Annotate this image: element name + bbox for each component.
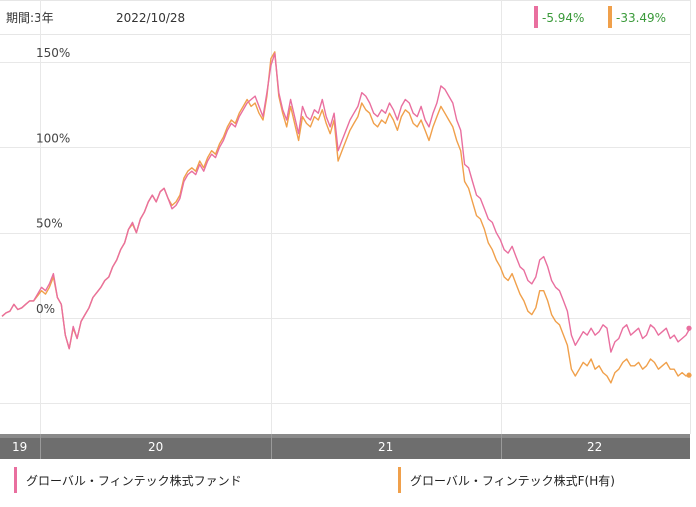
y-tick-label: 150% xyxy=(36,46,70,60)
return-badges: -5.94% -33.49% xyxy=(534,6,666,28)
date-label: 2022/10/28 xyxy=(116,11,185,25)
legend-label: グローバル・フィンテック株式ファンド xyxy=(26,473,242,488)
x-tick-label: 22 xyxy=(587,440,602,454)
x-tick-label: 20 xyxy=(148,440,163,454)
legend-label: グローバル・フィンテック株式F(H有) xyxy=(410,473,615,488)
return-value: -33.49% xyxy=(616,11,666,25)
y-tick-label: 50% xyxy=(36,217,63,231)
y-axis-ticks: 0% 50% 100% 150% xyxy=(36,46,70,316)
return-marker xyxy=(534,6,538,28)
period-label: 期間:3年 xyxy=(6,11,54,25)
legend-swatch xyxy=(398,467,401,493)
return-value: -5.94% xyxy=(542,11,584,25)
x-tick-label: 21 xyxy=(378,440,393,454)
y-tick-label: 100% xyxy=(36,131,70,145)
y-tick-label: 0% xyxy=(36,302,55,316)
legend-swatch xyxy=(14,467,17,493)
return-marker xyxy=(608,6,612,28)
x-axis-band xyxy=(0,434,690,459)
x-axis-band-highlight xyxy=(0,434,690,438)
series-lines xyxy=(1,51,692,384)
series-end-point xyxy=(686,325,692,331)
series-line xyxy=(1,51,691,384)
series-line xyxy=(1,52,691,353)
legend: グローバル・フィンテック株式ファンド グローバル・フィンテック株式F(H有) xyxy=(14,467,615,493)
series-end-point xyxy=(686,372,692,378)
x-axis-bar: 19 20 21 22 xyxy=(0,434,690,459)
x-tick-label: 19 xyxy=(12,440,27,454)
grid xyxy=(0,0,691,434)
